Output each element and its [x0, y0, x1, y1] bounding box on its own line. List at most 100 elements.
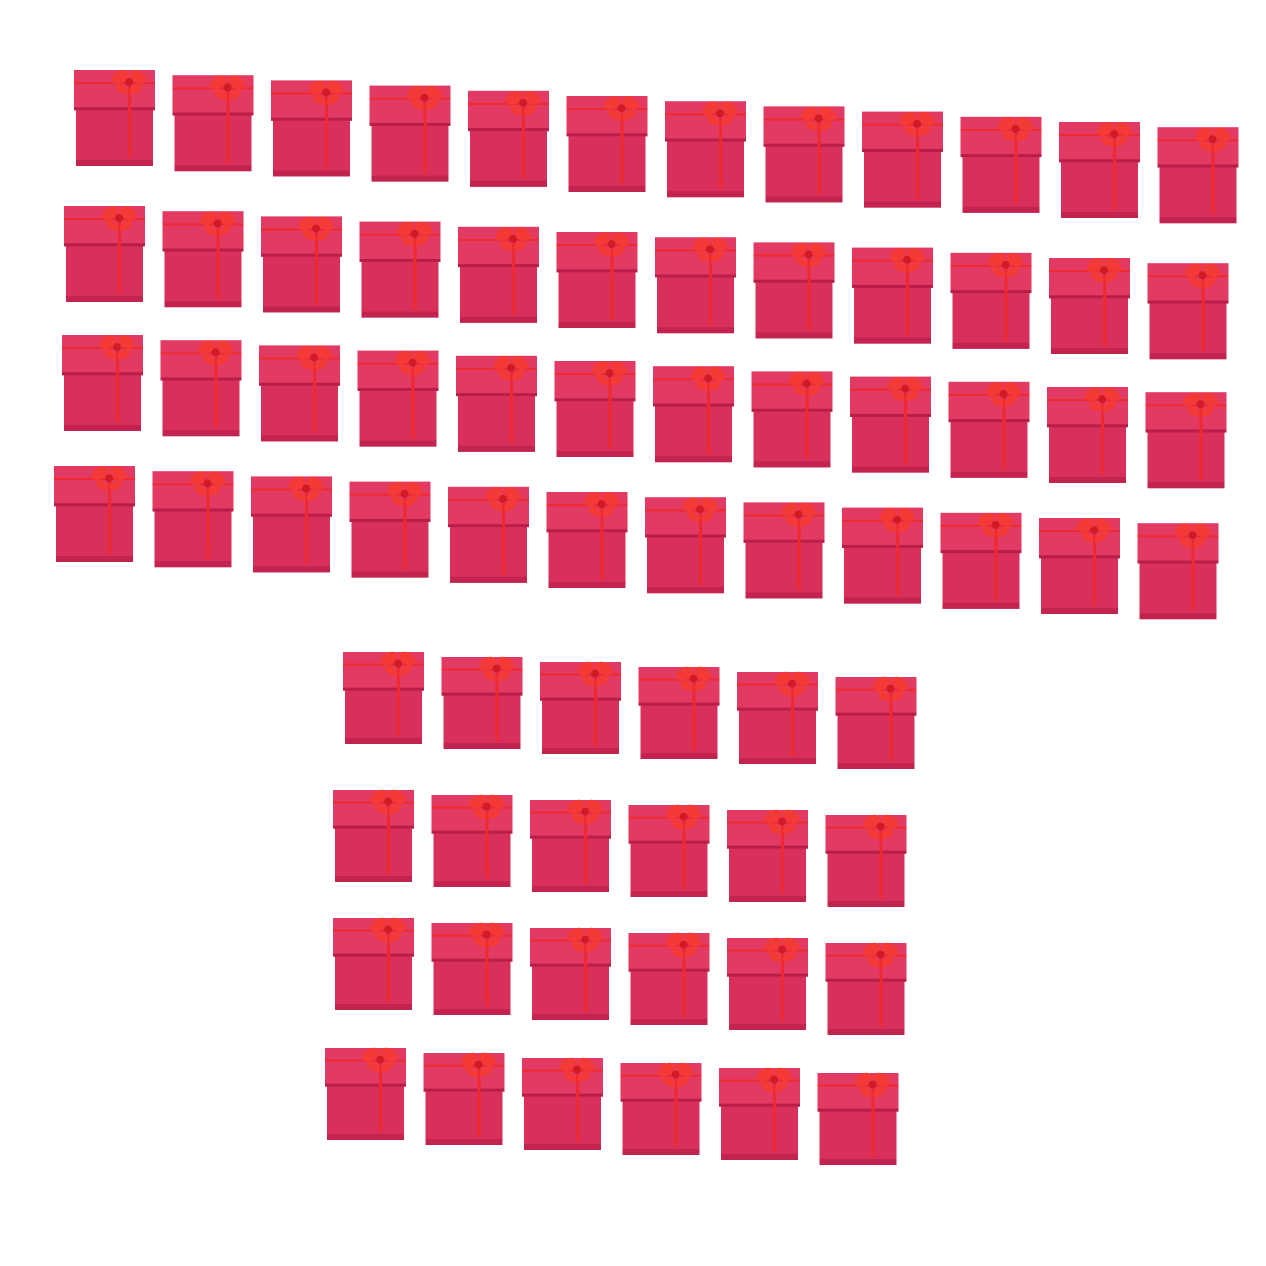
bow-knot: [482, 930, 491, 939]
box-base: [745, 540, 823, 599]
box-base-shadow: [76, 160, 153, 166]
box-base-shadow: [765, 196, 843, 203]
gift-box: [333, 789, 414, 882]
box-lid-edge: [665, 138, 746, 142]
bow: [666, 804, 701, 829]
box-lid-edge: [522, 1093, 603, 1097]
box-base-shadow: [729, 1024, 806, 1030]
bow: [298, 216, 334, 241]
gift-box: [1047, 387, 1128, 483]
bow: [1175, 523, 1210, 548]
bow-tail-left: [891, 390, 905, 401]
box-base-shadow: [1139, 613, 1217, 620]
box-base-shadow: [335, 876, 412, 882]
box-lid-edge: [530, 835, 611, 839]
box-base-shadow: [460, 316, 537, 323]
bow-loop-left: [190, 471, 207, 486]
gift-box: [743, 502, 825, 599]
box-lid-edge: [343, 687, 424, 691]
box-lid-edge: [261, 253, 342, 257]
bow-knot: [788, 679, 797, 688]
bow-knot: [893, 515, 902, 524]
box-lid-edge: [431, 958, 513, 962]
ribbon-vertical: [379, 1059, 383, 1132]
bow-loop-right: [487, 794, 504, 809]
ribbon-vertical: [709, 249, 713, 326]
bow-knot: [519, 98, 528, 107]
ribbon-vertical: [216, 223, 220, 300]
bow-tail-left: [401, 235, 414, 246]
box-lid-edge: [1157, 164, 1239, 168]
box-base: [819, 1109, 897, 1165]
bow: [1096, 122, 1132, 147]
ribbon-vertical: [879, 954, 883, 1027]
bow-knot: [1110, 130, 1119, 139]
bow-tail-right: [398, 665, 412, 676]
bow-loop-right: [1104, 258, 1122, 272]
bow-loop-left: [666, 804, 683, 819]
bow: [781, 502, 816, 527]
bow-tail-left: [903, 125, 917, 136]
bow-knot: [310, 353, 319, 362]
box-base: [450, 525, 527, 583]
box-base-shadow: [64, 425, 141, 431]
box-lid-edge: [638, 702, 720, 706]
bow-tail-right: [129, 83, 143, 95]
bow-tail-left: [859, 1086, 872, 1097]
bow-tail-left: [1100, 135, 1114, 147]
bow-knot: [125, 78, 134, 87]
ribbon-vertical: [889, 688, 893, 761]
bow-tail-right: [1004, 395, 1017, 407]
bow: [791, 242, 826, 267]
bow-loop-left: [682, 497, 700, 512]
bow-knot: [113, 343, 122, 352]
bow-loop-right: [612, 232, 629, 246]
box-base-shadow: [443, 743, 521, 749]
gift-box-collection: [54, 70, 1239, 1165]
bow: [296, 345, 332, 370]
box-base-shadow: [351, 571, 429, 578]
bow-tail-right: [1006, 266, 1019, 278]
bow-loop-left: [461, 1052, 478, 1067]
bow-tail-right: [425, 99, 438, 110]
bow-loop-right: [380, 1047, 398, 1062]
gift-box: [448, 486, 529, 583]
bow-loop-left: [889, 247, 907, 262]
box-lid-edge: [546, 529, 628, 533]
box-base-shadow: [273, 170, 350, 177]
gift-box: [1157, 127, 1239, 224]
box-base: [162, 378, 240, 437]
bow-tail-left: [1199, 141, 1212, 152]
box-base: [952, 291, 1030, 349]
bow-tail-left: [1002, 130, 1015, 142]
ribbon-vertical: [906, 259, 910, 336]
box-base: [76, 108, 153, 166]
box-base-shadow: [655, 456, 732, 463]
bow: [111, 70, 147, 95]
box-lid-edge: [835, 712, 917, 716]
bow-loop-left: [485, 487, 503, 501]
bow-tail-left: [103, 348, 117, 360]
ribbon-vertical: [610, 244, 614, 320]
bow-loop-left: [505, 91, 523, 105]
bow-tail-left: [115, 83, 129, 95]
bow-loop-left: [397, 221, 414, 236]
bow-loop-right: [1006, 253, 1023, 267]
bow-loop-right: [503, 487, 521, 501]
box-base: [755, 280, 833, 339]
box-lid-edge: [540, 697, 621, 701]
bow-loop-left: [988, 253, 1005, 267]
bow: [461, 1052, 496, 1077]
bow-loop-right: [1114, 122, 1132, 136]
box-base-shadow: [458, 445, 535, 452]
box-base-shadow: [667, 191, 744, 198]
bow: [666, 932, 701, 957]
bow-tail-left: [384, 665, 398, 676]
bow-knot: [605, 369, 614, 378]
box-lid-edge: [566, 133, 648, 137]
bow-tail-left: [793, 385, 806, 396]
box-base: [359, 388, 437, 447]
bow-loop-left: [801, 106, 818, 121]
bow-tail-right: [907, 261, 921, 272]
box-lid-edge: [751, 408, 833, 412]
